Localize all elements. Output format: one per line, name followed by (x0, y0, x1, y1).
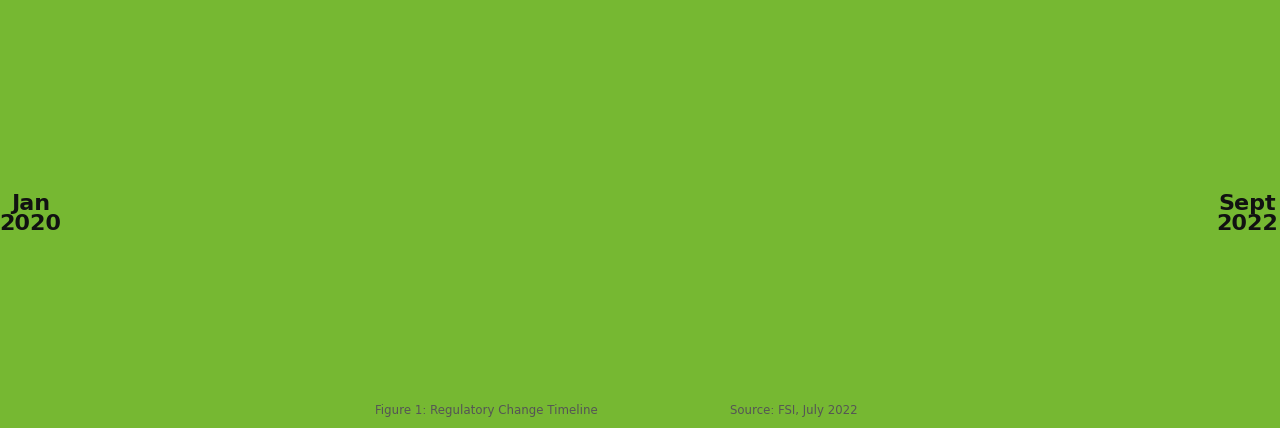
Text: Sept
2022: Sept 2022 (1216, 193, 1277, 235)
Polygon shape (70, 148, 1267, 280)
Text: Source: FSI, July 2022: Source: FSI, July 2022 (730, 404, 858, 417)
Text: Jan
2020: Jan 2020 (0, 193, 61, 235)
Text: Figure 1: Regulatory Change Timeline: Figure 1: Regulatory Change Timeline (375, 404, 598, 417)
